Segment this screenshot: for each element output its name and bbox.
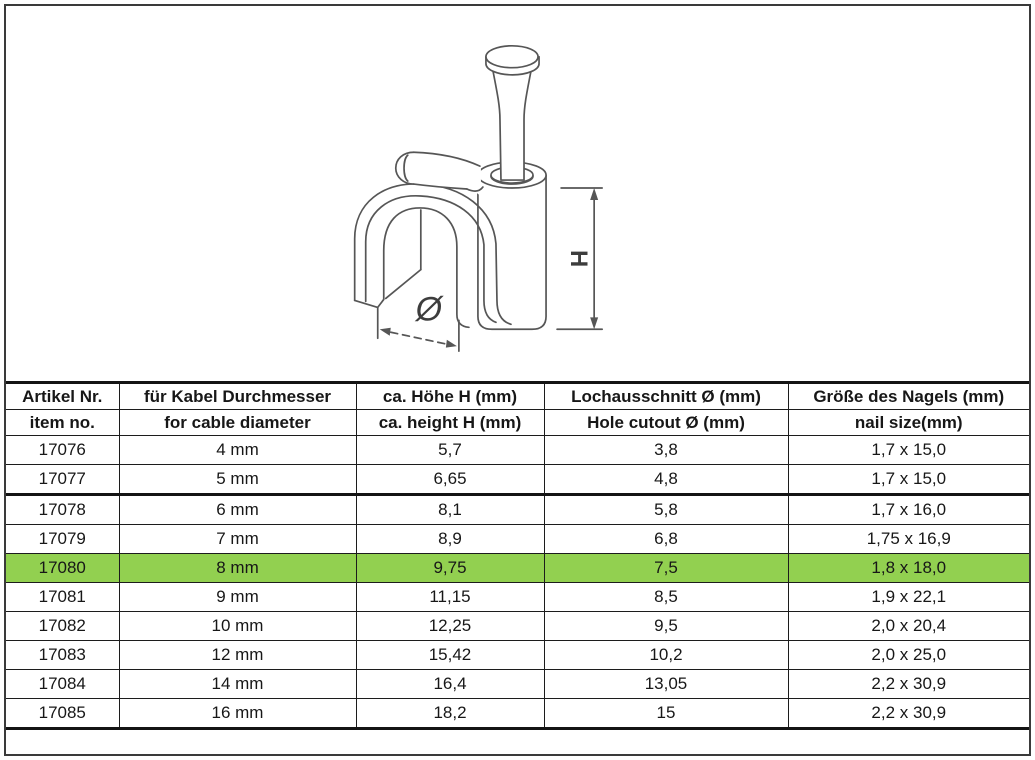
clip-cylinder-graphic [477,161,547,331]
cell-item-no: 17085 [6,698,120,730]
cell-hole-cutout: 15 [543,698,789,730]
col-header-item-en: item no. [6,409,120,436]
clip-saddle-graphic [394,151,484,197]
col-header-height-de: ca. Höhe H (mm) [355,381,545,410]
table-row: 17076 4 mm 5,7 3,8 1,7 x 15,0 [6,435,1029,465]
height-dimension-label: H [565,250,592,267]
header-row-german: Artikel Nr. für Kabel Durchmesser ca. Hö… [6,381,1029,410]
cell-hole-cutout: 13,05 [543,669,789,699]
cell-cable-diameter: 16 mm [118,698,357,730]
nail-graphic [485,44,540,185]
cell-hole-cutout: 9,5 [543,611,789,641]
cell-nail-size: 2,0 x 20,4 [787,611,1029,641]
cell-cable-diameter: 14 mm [118,669,357,699]
col-header-cutout-de: Lochausschnitt Ø (mm) [543,381,789,410]
cell-height: 8,1 [355,494,545,525]
cell-height: 9,75 [355,553,545,583]
cell-cable-diameter: 7 mm [118,524,357,554]
cell-cable-diameter: 12 mm [118,640,357,670]
table-row: 17079 7 mm 8,9 6,8 1,75 x 16,9 [6,524,1029,554]
table-row: 17084 14 mm 16,4 13,05 2,2 x 30,9 [6,669,1029,699]
cell-item-no: 17077 [6,464,120,496]
technical-drawing: H Ø [6,6,1029,381]
height-dimension: H [556,187,604,331]
spec-table: Artikel Nr. für Kabel Durchmesser ca. Hö… [6,381,1029,730]
cell-hole-cutout: 4,8 [543,464,789,496]
cell-height: 5,7 [355,435,545,465]
table-row-highlighted: 17080 8 mm 9,75 7,5 1,8 x 18,0 [6,553,1029,583]
cell-nail-size: 2,2 x 30,9 [787,669,1029,699]
cell-height: 16,4 [355,669,545,699]
header-row-english: item no. for cable diameter ca. height H… [6,409,1029,436]
cell-hole-cutout: 8,5 [543,582,789,612]
table-row: 17081 9 mm 11,15 8,5 1,9 x 22,1 [6,582,1029,612]
cell-cable-diameter: 9 mm [118,582,357,612]
cell-hole-cutout: 5,8 [543,494,789,525]
cell-item-no: 17084 [6,669,120,699]
table-row: 17082 10 mm 12,25 9,5 2,0 x 20,4 [6,611,1029,641]
cell-nail-size: 1,8 x 18,0 [787,553,1029,583]
cell-height: 11,15 [355,582,545,612]
cell-height: 6,65 [355,464,545,496]
cell-nail-size: 2,2 x 30,9 [787,698,1029,730]
cell-nail-size: 1,7 x 15,0 [787,435,1029,465]
cell-item-no: 17083 [6,640,120,670]
cell-hole-cutout: 3,8 [543,435,789,465]
cell-cable-diameter: 5 mm [118,464,357,496]
cell-hole-cutout: 7,5 [543,553,789,583]
cell-height: 12,25 [355,611,545,641]
cell-cable-diameter: 8 mm [118,553,357,583]
cell-nail-size: 1,7 x 16,0 [787,494,1029,525]
col-header-cutout-en: Hole cutout Ø (mm) [543,409,789,436]
table-row: 17083 12 mm 15,42 10,2 2,0 x 25,0 [6,640,1029,670]
cell-hole-cutout: 6,8 [543,524,789,554]
cell-nail-size: 1,75 x 16,9 [787,524,1029,554]
cell-item-no: 17082 [6,611,120,641]
diameter-dimension: Ø [376,290,460,353]
table-row: 17077 5 mm 6,65 4,8 1,7 x 15,0 [6,464,1029,496]
table-row: 17085 16 mm 18,2 15 2,2 x 30,9 [6,698,1029,730]
cell-cable-diameter: 6 mm [118,494,357,525]
cell-item-no: 17080 [6,553,120,583]
cell-cable-diameter: 10 mm [118,611,357,641]
diameter-dimension-label: Ø [415,290,445,328]
cell-nail-size: 1,9 x 22,1 [787,582,1029,612]
cell-nail-size: 2,0 x 25,0 [787,640,1029,670]
cell-hole-cutout: 10,2 [543,640,789,670]
cell-height: 8,9 [355,524,545,554]
cell-item-no: 17081 [6,582,120,612]
cell-height: 15,42 [355,640,545,670]
col-header-diameter-de: für Kabel Durchmesser [118,381,357,410]
cell-item-no: 17076 [6,435,120,465]
table-row: 17078 6 mm 8,1 5,8 1,7 x 16,0 [6,494,1029,525]
page-frame: H Ø Artikel Nr. für Kabe [4,4,1031,756]
cell-item-no: 17079 [6,524,120,554]
col-header-nail-de: Größe des Nagels (mm) [787,381,1029,410]
cell-nail-size: 1,7 x 15,0 [787,464,1029,496]
col-header-nail-en: nail size(mm) [787,409,1029,436]
cell-cable-diameter: 4 mm [118,435,357,465]
col-header-diameter-en: for cable diameter [118,409,357,436]
col-header-item-de: Artikel Nr. [6,381,120,410]
cable-clip-drawing: H Ø [353,44,604,353]
cell-item-no: 17078 [6,494,120,525]
cell-height: 18,2 [355,698,545,730]
col-header-height-en: ca. height H (mm) [355,409,545,436]
